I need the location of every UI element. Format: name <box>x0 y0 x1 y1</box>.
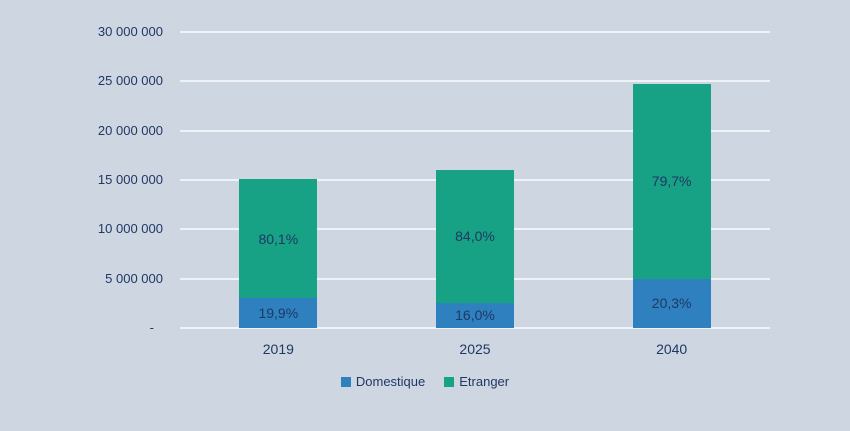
legend-swatch-icon <box>340 377 351 387</box>
legend-item-etranger: Etranger <box>444 375 509 389</box>
bar-percent-label: 19,9% <box>258 305 299 322</box>
plot-area: 19,9% 80,1% 16,0% 84,0% 20,3% 79,7% <box>180 31 770 329</box>
y-axis-tick-label: 15 000 000 <box>97 172 163 187</box>
bar-segment-domestique-2040: 20,3% <box>632 278 711 328</box>
bar-segment-etranger-2019: 80,1% <box>239 179 318 299</box>
x-axis-category-labels: 2019 2025 2040 <box>180 341 770 359</box>
x-axis-category-label: 2025 <box>459 341 491 357</box>
legend: Domestique Etranger <box>0 375 850 389</box>
y-axis-tick-label: 10 000 000 <box>97 221 163 237</box>
gridline <box>180 129 770 132</box>
bar-percent-label: 80,1% <box>258 230 299 247</box>
y-axis-tick-label: - <box>149 320 154 335</box>
gridline <box>180 80 770 83</box>
y-axis-tick-label: 25 000 000 <box>97 73 163 89</box>
bar-segment-etranger-2025: 84,0% <box>436 170 514 303</box>
bar-segment-domestique-2025: 16,0% <box>436 302 514 328</box>
gridline <box>180 327 770 329</box>
legend-label: Domestique <box>355 374 426 389</box>
bar-segment-etranger-2040: 79,7% <box>632 84 711 279</box>
y-axis-tick-label: 20 000 000 <box>97 122 163 138</box>
bar-segment-domestique-2019: 19,9% <box>239 298 318 328</box>
x-axis-category-label: 2040 <box>656 341 688 357</box>
bar-percent-label: 84,0% <box>455 228 495 245</box>
y-axis-tick-labels: 30 000 000 25 000 000 20 000 000 15 000 000… <box>50 24 163 335</box>
legend-label: Etranger <box>459 374 510 389</box>
legend-swatch-icon <box>444 377 455 387</box>
x-axis-category-label: 2019 <box>262 341 294 357</box>
legend-item-domestique: Domestique <box>340 374 426 389</box>
y-axis-tick-label: 5 000 000 <box>105 270 163 286</box>
bar-percent-label: 79,7% <box>651 173 692 190</box>
y-axis-tick-label: 30 000 000 <box>97 24 163 39</box>
bars-layer: 19,9% 80,1% 16,0% 84,0% 20,3% 79,7% <box>180 32 770 328</box>
bar-percent-label: 16,0% <box>455 307 495 324</box>
bar-percent-label: 20,3% <box>651 295 692 312</box>
gridline <box>180 31 770 33</box>
